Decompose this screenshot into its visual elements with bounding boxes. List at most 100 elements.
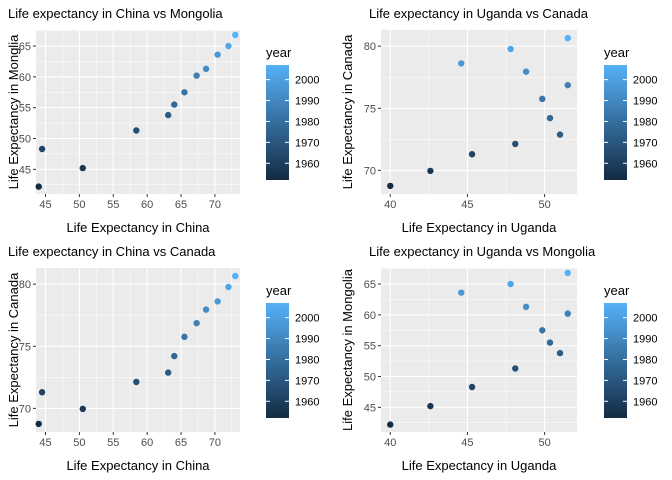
x-tick-label: 60 <box>141 199 153 211</box>
colorbar-gradient <box>266 65 289 180</box>
x-axis-label: Life Expectancy in Uganda <box>402 458 557 473</box>
data-point <box>387 182 394 190</box>
y-tick-label: 75 <box>19 341 31 353</box>
data-point <box>564 34 571 42</box>
colorbar-tick-label: 1970 <box>295 375 319 387</box>
y-tick-label: 55 <box>19 103 31 115</box>
data-point <box>458 289 465 296</box>
chart-title: Life expectancy in China vs Canada <box>8 244 216 259</box>
data-point <box>539 327 546 334</box>
data-point <box>171 101 178 108</box>
data-point <box>225 283 232 291</box>
x-axis-label: Life Expectancy in China <box>66 220 210 235</box>
data-point <box>35 420 42 428</box>
data-point <box>387 421 394 428</box>
colorbar-gradient <box>266 303 289 418</box>
data-point <box>35 183 42 190</box>
colorbar-tick-label: 1980 <box>633 116 657 128</box>
y-tick-label: 50 <box>364 372 376 384</box>
x-tick-label: 50 <box>73 437 85 449</box>
colorbar-tick-label: 1990 <box>633 334 657 346</box>
x-tick-label: 65 <box>175 437 187 449</box>
y-tick-label: 65 <box>19 41 31 53</box>
data-point <box>458 60 465 67</box>
chart-panel-4: Life expectancy in Uganda vs Mongolia 40 4… <box>340 244 657 473</box>
data-point <box>181 333 188 341</box>
data-point <box>507 280 514 288</box>
data-point <box>164 369 172 376</box>
data-point <box>79 164 86 172</box>
data-point <box>38 145 46 153</box>
colorbar-tick-label: 1960 <box>295 158 319 170</box>
data-point <box>556 131 564 138</box>
data-point <box>556 349 564 357</box>
data-point <box>181 89 188 96</box>
data-point <box>512 140 519 148</box>
colorbar-tick-label: 1970 <box>295 137 319 149</box>
chart-panel-3: Life expectancy in China vs Canada 45 50 55… <box>6 244 319 473</box>
colorbar-tick-label: 1960 <box>633 158 657 170</box>
y-tick-label: 45 <box>364 402 376 414</box>
data-point <box>564 81 571 89</box>
x-tick-label: 70 <box>209 199 221 211</box>
y-tick-label: 75 <box>364 103 376 115</box>
chart-panel-1: Life expectancy in China vs Mongolia 45 50… <box>6 6 319 235</box>
y-axis-label: Life Expectancy in Monglia <box>6 34 21 189</box>
data-point <box>564 269 571 277</box>
data-point <box>546 339 554 346</box>
x-tick-label: 45 <box>39 437 51 449</box>
x-tick-label: 45 <box>39 199 51 211</box>
y-axis-label: Life Expectancy in Canada <box>6 272 21 427</box>
data-point <box>427 402 434 410</box>
colorbar-legend: year 1960 1970 1980 1990 2000 <box>266 45 319 180</box>
data-point <box>133 378 140 386</box>
y-tick-label: 65 <box>364 279 376 291</box>
x-axis-label: Life Expectancy in China <box>66 458 210 473</box>
data-point <box>38 389 46 396</box>
y-tick-label: 70 <box>364 165 376 177</box>
y-tick-label: 80 <box>364 41 376 53</box>
colorbar-tick-label: 1990 <box>633 96 657 108</box>
legend-title: year <box>266 283 292 298</box>
colorbar-tick-label: 1990 <box>295 334 319 346</box>
y-axis-label: Life Expectancy in Mongolia <box>340 268 355 431</box>
y-tick-label: 80 <box>19 279 31 291</box>
x-tick-label: 45 <box>461 199 473 211</box>
plot-panel <box>36 30 240 194</box>
y-tick-label: 50 <box>19 134 31 146</box>
data-point <box>225 42 232 50</box>
colorbar-tick-label: 1980 <box>295 354 319 366</box>
data-point <box>512 365 519 372</box>
data-point <box>468 383 476 391</box>
legend-title: year <box>266 45 292 60</box>
colorbar-tick-label: 1970 <box>633 137 657 149</box>
colorbar-tick-label: 2000 <box>633 313 657 325</box>
data-point <box>202 65 210 73</box>
plot-panel <box>381 30 577 194</box>
colorbar-legend: year 1960 1970 1980 1990 2000 <box>266 283 319 418</box>
colorbar-tick-label: 1960 <box>633 396 657 408</box>
data-point <box>193 319 200 327</box>
data-point <box>468 151 476 158</box>
x-tick-label: 70 <box>209 437 221 449</box>
data-point <box>522 303 530 311</box>
colorbar-tick-label: 1980 <box>633 354 657 366</box>
data-point <box>202 306 210 313</box>
data-point <box>214 298 221 305</box>
data-point <box>171 352 178 360</box>
plot-panel <box>36 268 240 432</box>
y-tick-label: 60 <box>364 310 376 322</box>
x-tick-label: 60 <box>141 437 153 449</box>
colorbar-tick-label: 1990 <box>295 96 319 108</box>
chart-panel-2: Life expectancy in Uganda vs Canada 40 45 5… <box>340 6 657 235</box>
x-tick-label: 40 <box>384 437 396 449</box>
x-tick-label: 50 <box>538 437 550 449</box>
data-point <box>214 51 221 58</box>
colorbar-tick-label: 1960 <box>295 396 319 408</box>
y-tick-label: 70 <box>19 403 31 415</box>
colorbar-tick-label: 2000 <box>295 75 319 87</box>
colorbar-gradient <box>604 303 627 418</box>
data-point <box>79 405 86 413</box>
data-point <box>522 68 530 75</box>
